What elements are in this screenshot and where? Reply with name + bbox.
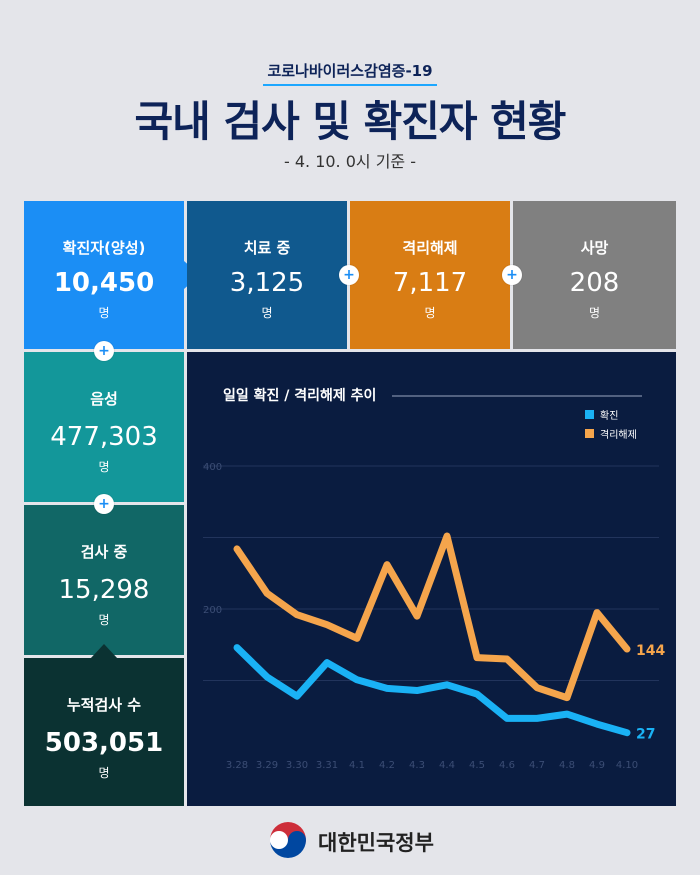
released-box: 격리해제 7,117 명 [350, 201, 510, 349]
page-subtitle: 코로나바이러스감염증-19 [0, 60, 700, 86]
date-caption: - 4. 10. 0시 기준 - [283, 152, 417, 171]
released-unit: 명 [424, 306, 436, 320]
x-tick-label: 3.29 [256, 760, 278, 771]
series-line [233, 644, 631, 737]
taegeuk-logo-icon [270, 822, 306, 858]
testing-value: 15,298 [58, 575, 150, 605]
x-tick-label: 4.9 [589, 760, 605, 771]
end-value-label: 27 [636, 727, 655, 743]
deaths-value: 208 [569, 268, 620, 298]
treatment-unit: 명 [261, 306, 273, 320]
confirmed-unit: 명 [98, 306, 110, 320]
plus-icon: + [502, 265, 522, 285]
x-tick-label: 4.1 [349, 760, 365, 771]
series-line [233, 532, 631, 702]
legend-label: 격리해제 [600, 428, 637, 441]
confirmed-box: 확진자(양성) 10,450 명 [24, 201, 184, 349]
end-value-label: 144 [636, 643, 665, 659]
negative-box: 음성 477,303 명 [24, 352, 184, 502]
page-subtitle-text: 코로나바이러스감염증-19 [263, 60, 437, 86]
line-chart: 일일 확진 / 격리해제 추이 400 200 3.28 3.29 3.30 3.31 4.… [203, 387, 665, 771]
page-title: 국내 검사 및 확진자 현황 [134, 97, 567, 146]
testing-label: 검사 중 [80, 543, 128, 561]
released-label: 격리해제 [402, 239, 458, 257]
deaths-label: 사망 [580, 239, 609, 257]
x-tick-label: 4.4 [439, 760, 455, 771]
x-tick-label: 3.31 [316, 760, 338, 771]
legend-swatch [585, 429, 594, 438]
chart-panel: 일일 확진 / 격리해제 추이 400 200 3.28 3.29 3.30 3.31 4.… [187, 352, 676, 806]
negative-unit: 명 [98, 460, 110, 474]
plus-icon: + [94, 494, 114, 514]
x-tick-label: 4.6 [499, 760, 515, 771]
confirmed-value: 10,450 [53, 268, 155, 298]
total-tests-label: 누적검사 수 [66, 696, 142, 714]
treatment-value: 3,125 [229, 268, 305, 298]
x-tick-label: 4.8 [559, 760, 575, 771]
y-tick-label: 400 [203, 462, 222, 473]
confirmed-label: 확진자(양성) [62, 239, 146, 257]
y-tick-label: 200 [203, 605, 222, 616]
negative-value: 477,303 [50, 422, 158, 452]
testing-unit: 명 [98, 613, 110, 627]
x-tick-label: 4.5 [469, 760, 485, 771]
government-name: 대한민국정부 [318, 831, 434, 855]
x-tick-label: 4.3 [409, 760, 425, 771]
x-tick-label: 4.7 [529, 760, 545, 771]
legend-label: 확진 [600, 410, 618, 422]
plus-icon: + [339, 265, 359, 285]
total-tests-box: 누적검사 수 503,051 명 [24, 658, 184, 806]
released-value: 7,117 [392, 268, 468, 298]
x-tick-label: 3.30 [286, 760, 308, 771]
chart-title: 일일 확진 / 격리해제 추이 [223, 387, 376, 404]
treatment-label: 치료 중 [243, 239, 291, 257]
testing-box: 검사 중 15,298 명 [24, 505, 184, 655]
negative-label: 음성 [90, 390, 118, 408]
x-tick-label: 3.28 [226, 760, 248, 771]
treatment-box: 치료 중 3,125 명 [187, 201, 347, 349]
deaths-box: 사망 208 명 [513, 201, 676, 349]
x-tick-label: 4.2 [379, 760, 395, 771]
deaths-unit: 명 [588, 306, 601, 320]
total-tests-unit: 명 [98, 766, 110, 780]
plus-icon: + [94, 341, 114, 361]
legend-swatch [585, 410, 594, 419]
x-tick-label: 4.10 [616, 760, 638, 771]
arrow-up-icon [90, 644, 118, 659]
total-tests-value: 503,051 [44, 728, 164, 758]
